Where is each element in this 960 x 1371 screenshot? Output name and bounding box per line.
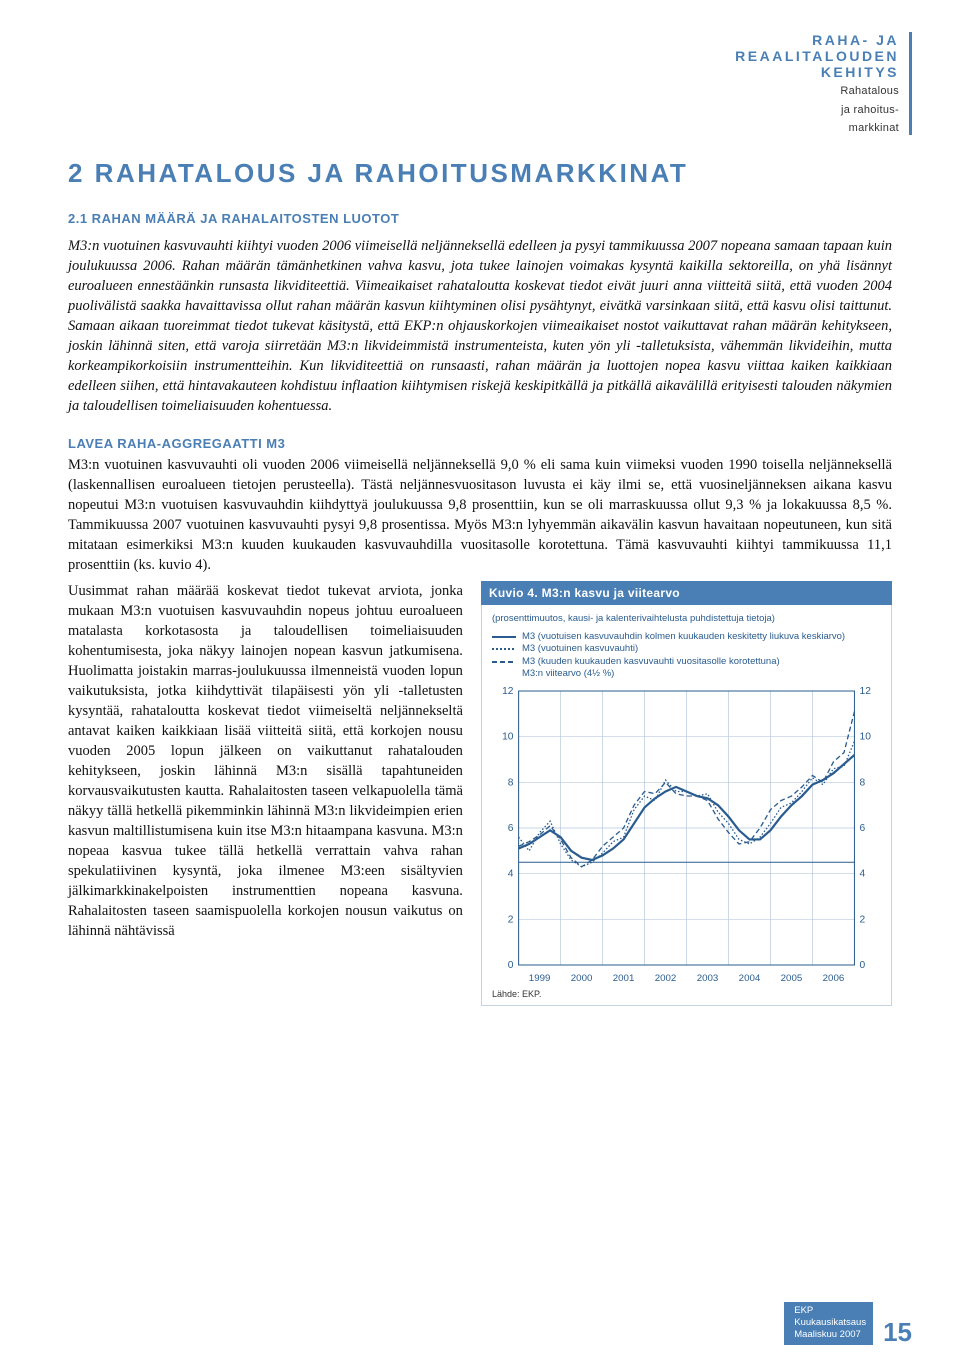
legend-label-2: M3 (kuuden kuukauden kasvuvauhti vuosita… <box>522 656 780 667</box>
footer-org: EKP <box>794 1305 866 1317</box>
chart-source: Lähde: EKP. <box>492 989 881 999</box>
svg-text:2: 2 <box>859 915 865 926</box>
svg-text:4: 4 <box>859 869 865 880</box>
legend-swatch-dashed <box>492 658 516 666</box>
svg-text:2: 2 <box>508 915 514 926</box>
svg-text:10: 10 <box>859 732 871 743</box>
svg-text:2003: 2003 <box>697 974 719 985</box>
legend-label-3: M3:n viitearvo (4½ %) <box>522 668 614 679</box>
footer-date: Maaliskuu 2007 <box>794 1329 866 1341</box>
svg-text:6: 6 <box>508 824 514 835</box>
header-sub-2: ja rahoitus- <box>735 103 899 117</box>
svg-text:0: 0 <box>508 961 514 972</box>
legend-label-1: M3 (vuotuinen kasvuvauhti) <box>522 643 638 654</box>
footer-pub: Kuukausikatsaus <box>794 1317 866 1329</box>
svg-text:12: 12 <box>859 687 871 698</box>
chart-kuvio-4: Kuvio 4. M3:n kasvu ja viitearvo (prosen… <box>481 581 892 1006</box>
svg-text:10: 10 <box>502 732 514 743</box>
intro-paragraph: M3:n vuotuinen kasvuvauhti kiihtyi vuode… <box>68 236 892 416</box>
header-sub-1: Rahatalous <box>735 84 899 98</box>
svg-text:8: 8 <box>859 778 865 789</box>
svg-text:2000: 2000 <box>571 974 593 985</box>
svg-text:0: 0 <box>859 961 865 972</box>
svg-text:1999: 1999 <box>529 974 551 985</box>
svg-text:2001: 2001 <box>613 974 635 985</box>
svg-text:2004: 2004 <box>739 974 761 985</box>
chart-note: (prosenttimuutos, kausi- ja kalenterivai… <box>492 613 881 625</box>
chart-plot-area: 0 0 2 2 4 4 6 6 8 8 10 10 12 12 1999 2000 2001 2002 2003 20… <box>492 685 881 985</box>
sub-title: 2.1 RAHAN MÄÄRÄ JA RAHALAITOSTEN LUOTOT <box>68 211 892 226</box>
svg-text:2005: 2005 <box>781 974 803 985</box>
section-header: RAHA- JA REAALITALOUDEN KEHITYS Rahatalo… <box>735 32 912 135</box>
legend-swatch-dotted <box>492 645 516 653</box>
header-title-3: KEHITYS <box>735 64 899 80</box>
section-heading: LAVEA RAHA-AGGREGAATTI M3 <box>68 436 892 451</box>
svg-text:4: 4 <box>508 869 514 880</box>
chart-legend: M3 (vuotuisen kasvuvauhdin kolmen kuukau… <box>492 631 881 680</box>
header-title-1: RAHA- JA <box>735 32 899 48</box>
left-column-text: Uusimmat rahan määrää koskevat tiedot tu… <box>68 581 463 1006</box>
chart-title: Kuvio 4. M3:n kasvu ja viitearvo <box>481 581 892 605</box>
header-sub-3: markkinat <box>735 121 899 135</box>
page-number: 15 <box>883 1319 912 1345</box>
header-title-2: REAALITALOUDEN <box>735 48 899 64</box>
svg-text:8: 8 <box>508 778 514 789</box>
legend-label-0: M3 (vuotuisen kasvuvauhdin kolmen kuukau… <box>522 631 845 642</box>
svg-text:2002: 2002 <box>655 974 677 985</box>
svg-text:12: 12 <box>502 687 514 698</box>
legend-swatch-solid <box>492 633 516 641</box>
svg-text:2006: 2006 <box>823 974 845 985</box>
page-footer: EKP Kuukausikatsaus Maaliskuu 2007 15 <box>784 1302 912 1345</box>
svg-text:6: 6 <box>859 824 865 835</box>
body-paragraph-1: M3:n vuotuinen kasvuvauhti oli vuoden 20… <box>68 455 892 575</box>
main-title: 2 RAHATALOUS JA RAHOITUSMARKKINAT <box>68 158 892 189</box>
